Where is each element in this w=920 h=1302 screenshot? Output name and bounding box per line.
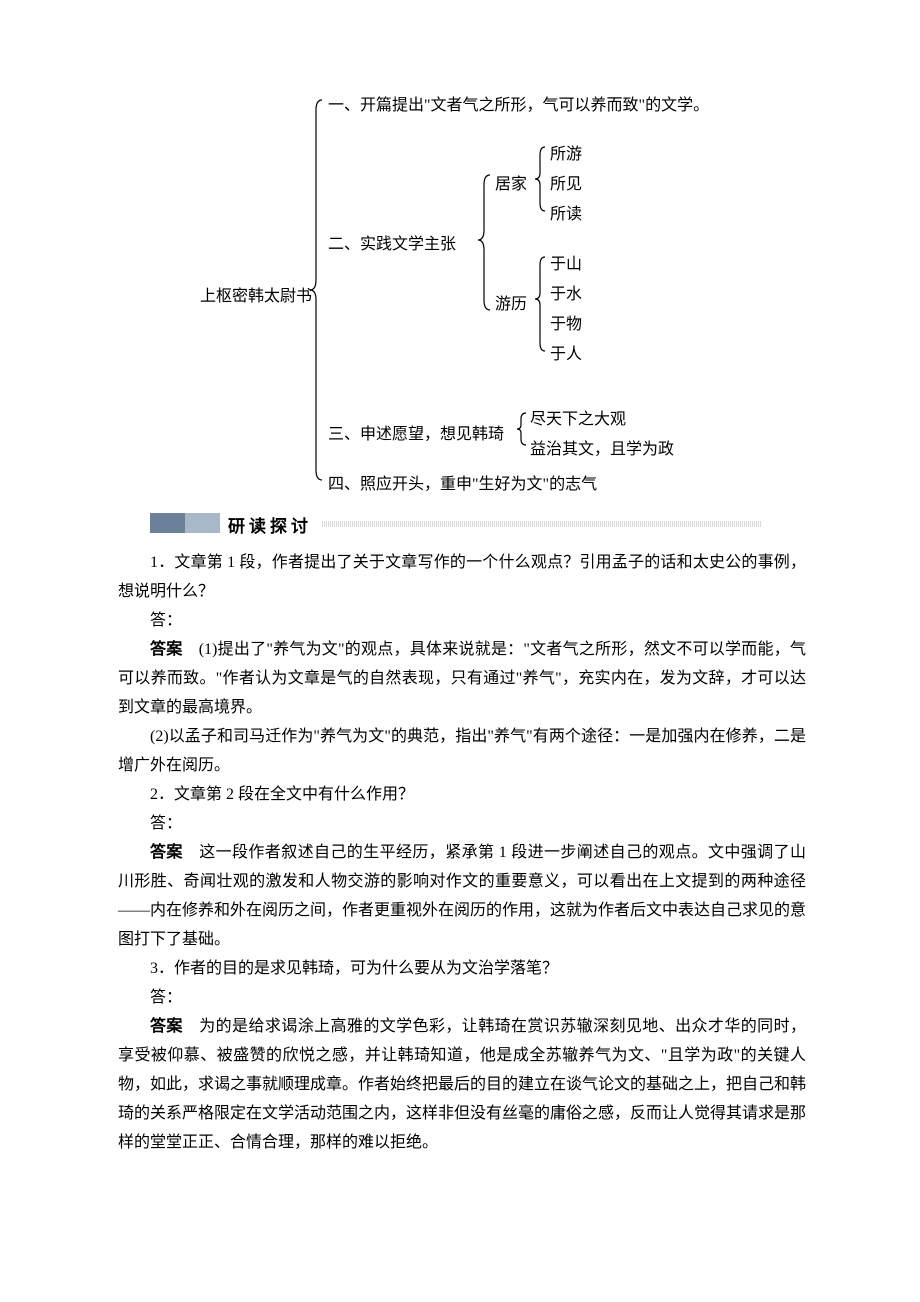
header-block-inner xyxy=(150,513,185,533)
q1-ans-p1: 答案 (1)提出了"养气为文"的观点，具体来说就是："文者气之所形，然文不可以学… xyxy=(118,635,806,722)
q3-ans-p1: 答案 为的是给求谒涂上高雅的文学色彩，让韩琦在赏识苏辙深刻见地、出众才华的同时，… xyxy=(118,1012,806,1157)
tree-diagram: 上枢密韩太尉书 一、开篇提出"文者气之所形，气可以养而致"的文学。 二、实践文学… xyxy=(200,85,840,495)
q1-ans-text-1: (1)提出了"养气为文"的观点，具体来说就是："文者气之所形，然文不可以学而能，… xyxy=(118,641,806,716)
diagram-l3a-1: 所见 xyxy=(550,170,582,194)
diagram-l1-2: 三、申述愿望，想见韩琦 xyxy=(328,420,504,444)
diagram-l3a-2: 所读 xyxy=(550,200,582,224)
diagram-l3b-2: 于物 xyxy=(550,310,582,334)
diagram-l1-1: 二、实践文学主张 xyxy=(328,230,456,254)
q2-ans-text-1: 这一段作者叙述自己的生平经历，紧承第 1 段进一步阐述自己的观点。文中强调了山川… xyxy=(118,844,806,948)
q3-ans-text-1: 为的是给求谒涂上高雅的文学色彩，让韩琦在赏识苏辙深刻见地、出众才华的同时，享受被… xyxy=(118,1018,806,1151)
content-body: 1．文章第 1 段，作者提出了关于文章写作的一个什么观点？引用孟子的话和太史公的… xyxy=(118,548,806,1157)
diagram-l2b-1: 益治其文，且学为政 xyxy=(530,435,674,459)
q1-ans-label: 答案 xyxy=(150,641,182,658)
q1-text: 1．文章第 1 段，作者提出了关于文章写作的一个什么观点？引用孟子的话和太史公的… xyxy=(118,548,806,606)
diagram-l2a-0: 居家 xyxy=(495,170,527,194)
diagram-l2b-0: 尽天下之大观 xyxy=(530,405,626,429)
q2-answer-label: 答： xyxy=(118,809,806,838)
q3-answer-label: 答： xyxy=(118,983,806,1012)
q3-text: 3．作者的目的是求见韩琦，可为什么要从为文治学落笔？ xyxy=(118,954,806,983)
q2-text: 2．文章第 2 段在全文中有什么作用？ xyxy=(118,780,806,809)
q1-ans-p2: (2)以孟子和司马迁作为"养气为文"的典范，指出"养气"有两个途径：一是加强内在… xyxy=(118,722,806,780)
header-stripe xyxy=(322,521,762,527)
diagram-l3b-3: 于人 xyxy=(550,340,582,364)
diagram-l3b-1: 于水 xyxy=(550,280,582,304)
q2-ans-label: 答案 xyxy=(150,844,183,861)
q2-ans-p1: 答案 这一段作者叙述自己的生平经历，紧承第 1 段进一步阐述自己的观点。文中强调… xyxy=(118,838,806,954)
diagram-l2a-1: 游历 xyxy=(495,290,527,314)
section-title: 研读探讨 xyxy=(228,512,312,537)
q3-ans-label: 答案 xyxy=(150,1018,183,1035)
diagram-l3a-0: 所游 xyxy=(550,140,582,164)
diagram-l3b-0: 于山 xyxy=(550,250,582,274)
q1-answer-label: 答： xyxy=(118,606,806,635)
section-header: 研读探讨 xyxy=(150,510,770,536)
diagram-l1-0: 一、开篇提出"文者气之所形，气可以养而致"的文学。 xyxy=(328,91,709,115)
diagram-root: 上枢密韩太尉书 xyxy=(200,282,312,306)
diagram-l1-3: 四、照应开头，重申"生好为文"的志气 xyxy=(328,470,597,494)
